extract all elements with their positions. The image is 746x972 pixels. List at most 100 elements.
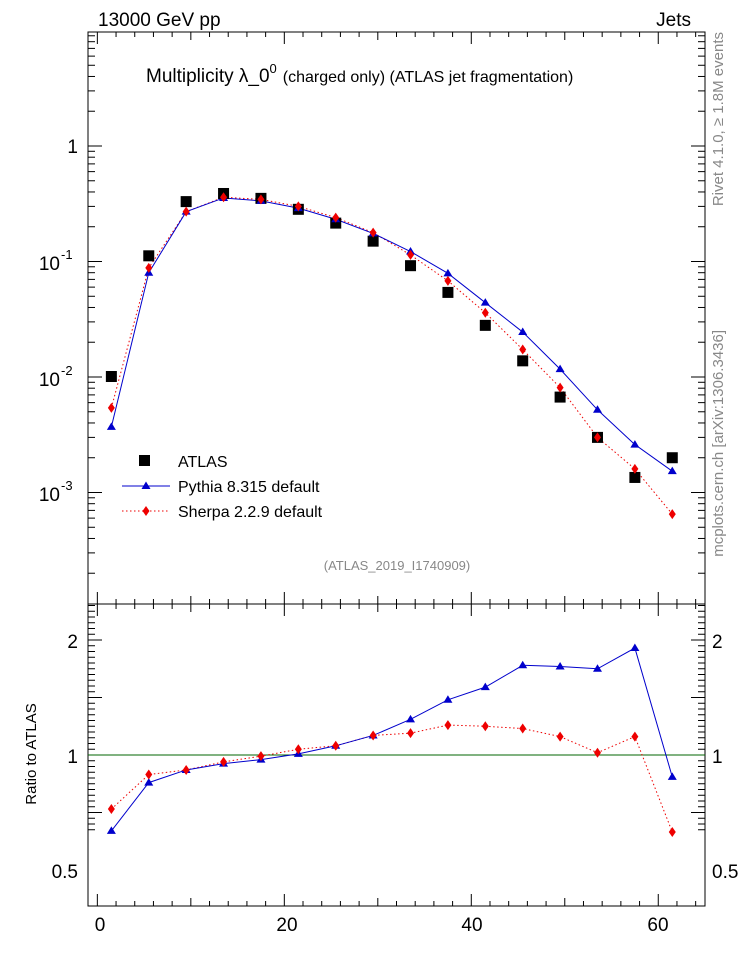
analysis-id-label: (ATLAS_2019_I1740909) <box>324 558 470 573</box>
header-right-label: Jets <box>656 10 691 31</box>
legend-atlas-marker <box>139 455 150 466</box>
atlas-point <box>479 319 491 331</box>
header-left-label: 13000 GeV pp <box>98 10 221 31</box>
sherpa-point <box>631 463 639 474</box>
ratio-y-tick-left-2: 2 <box>67 632 78 653</box>
pythia-point <box>630 440 640 448</box>
y-tick-label-exp-minus2: -2 <box>61 363 73 378</box>
pythia-point <box>667 466 677 475</box>
sherpa-point <box>332 212 340 223</box>
x-tick-label-40: 40 <box>461 915 482 936</box>
main-series-layer <box>105 187 678 520</box>
sherpa-ratio-point <box>519 723 527 734</box>
y-tick-label-exp-minus1: -1 <box>61 247 73 262</box>
pythia-ratio-point <box>555 661 565 670</box>
sherpa-point <box>668 509 676 520</box>
sherpa-ratio-point <box>332 740 340 751</box>
main-axis-ticks <box>88 32 705 604</box>
ratio-y-tick-right-05: 0.5 <box>712 862 738 883</box>
sherpa-point <box>407 249 415 260</box>
ratio-curves <box>106 643 677 838</box>
atlas-point <box>180 196 192 208</box>
y-tick-label-1: 1 <box>67 137 78 158</box>
sherpa-ratio-point <box>556 731 564 742</box>
sherpa-ratio-point <box>593 747 601 758</box>
sherpa-ratio-point <box>668 827 676 838</box>
ratio-y-tick-right-1: 1 <box>712 747 723 768</box>
legend-sherpa-marker <box>142 506 150 516</box>
pythia-ratio-curve <box>110 647 673 832</box>
sherpa-ratio-point <box>107 804 115 815</box>
pythia-ratio-point <box>630 643 640 652</box>
pythia-point <box>443 268 453 277</box>
legend-atlas-label: ATLAS <box>178 454 228 471</box>
sherpa-point <box>182 206 190 217</box>
atlas-point <box>517 355 529 367</box>
atlas-point <box>666 452 678 464</box>
sherpa-point <box>593 432 601 443</box>
rivet-version-label: Rivet 4.1.0, ≥ 1.8M events <box>710 32 727 206</box>
sherpa-ratio-point <box>182 764 190 775</box>
pythia-ratio-point <box>518 660 528 669</box>
y-tick-label-exp-minus3: -3 <box>61 478 73 493</box>
atlas-point <box>442 286 454 298</box>
sherpa-point <box>220 192 228 203</box>
x-tick-label-60: 60 <box>647 915 668 936</box>
ratio-y-tick-left-1: 1 <box>67 747 78 768</box>
pythia-point <box>518 327 528 336</box>
sherpa-ratio-point <box>407 728 415 739</box>
sherpa-point <box>145 262 153 273</box>
sherpa-ratio-point <box>294 744 302 755</box>
pythia-curve <box>110 197 673 472</box>
pythia-point <box>555 364 565 373</box>
pythia-ratio-point <box>406 714 416 723</box>
atlas-point <box>629 471 641 483</box>
pythia-ratio-point <box>592 664 602 672</box>
legend: ATLAS Pythia 8.315 default Sherpa 2.2.9 … <box>122 454 323 521</box>
sherpa-ratio-point <box>369 730 377 741</box>
sherpa-point <box>444 275 452 286</box>
pythia-point <box>106 422 116 430</box>
sherpa-ratio-point <box>444 720 452 731</box>
legend-pythia-marker <box>141 481 151 489</box>
y-tick-label-10-base: 10 <box>39 485 60 506</box>
x-tick-label-20: 20 <box>276 915 297 936</box>
source-label: mcplots.cern.ch [arXiv:1306.3436] <box>710 330 727 557</box>
ratio-series-layer <box>88 643 705 838</box>
y-tick-label-10-base: 10 <box>39 370 60 391</box>
plot-title-superscript: 0 <box>270 61 277 76</box>
legend-pythia-label: Pythia 8.315 default <box>178 479 320 496</box>
pythia-point <box>592 405 602 413</box>
atlas-point <box>330 217 342 229</box>
y-tick-label-10-base: 10 <box>39 254 60 275</box>
sherpa-ratio-point <box>145 769 153 780</box>
ratio-y-tick-right-2: 2 <box>712 632 723 653</box>
sherpa-point <box>369 227 377 238</box>
atlas-point <box>554 391 566 403</box>
plot-title-main: Multiplicity λ_0 <box>146 66 270 87</box>
sherpa-point <box>294 201 302 212</box>
atlas-point <box>105 371 117 383</box>
sherpa-point <box>519 344 527 355</box>
atlas-point <box>143 250 155 262</box>
pythia-ratio-point <box>667 772 677 780</box>
atlas-point <box>367 235 379 247</box>
sherpa-point <box>481 307 489 318</box>
pythia-ratio-point <box>443 695 453 703</box>
sherpa-ratio-point <box>220 756 228 767</box>
ratio-y-axis-label: Ratio to ATLAS <box>23 703 40 804</box>
sherpa-point <box>107 402 115 413</box>
plot-title-subtitle: (charged only) (ATLAS jet fragmentation) <box>283 69 574 86</box>
atlas-point <box>405 260 417 272</box>
sherpa-ratio-point <box>257 751 265 762</box>
sherpa-ratio-point <box>481 721 489 732</box>
legend-sherpa-label: Sherpa 2.2.9 default <box>178 504 323 521</box>
ratio-axis-ticks <box>88 604 705 906</box>
x-tick-label-0: 0 <box>95 915 106 936</box>
plot-title: Multiplicity λ_00 (charged only) (ATLAS j… <box>146 61 573 87</box>
sherpa-ratio-point <box>631 731 639 742</box>
sherpa-point <box>556 382 564 393</box>
pythia-ratio-point <box>480 682 490 691</box>
pythia-ratio-point <box>106 826 116 834</box>
